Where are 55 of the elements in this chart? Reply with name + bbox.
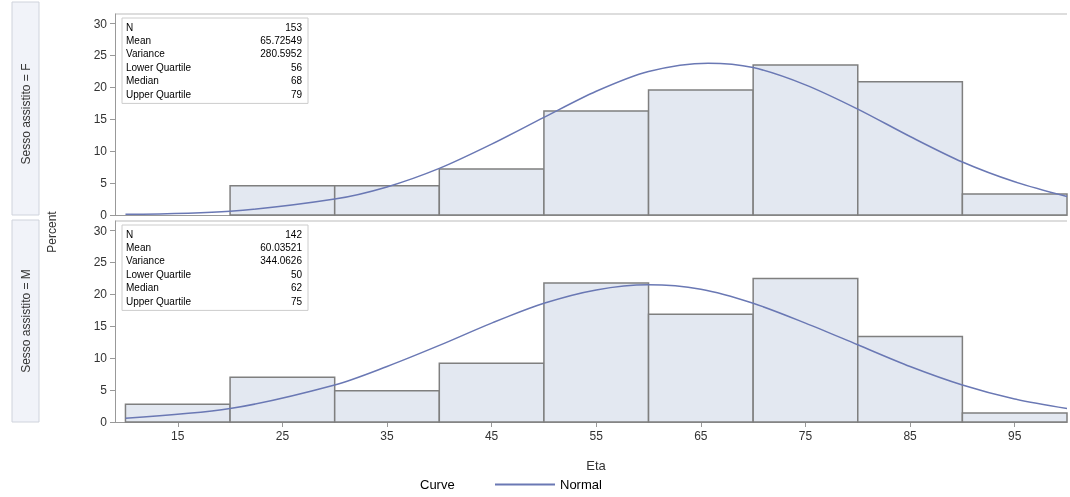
annotation: 56 — [290, 61, 303, 73]
annotation: Lower Quartile — [126, 61, 192, 73]
text: Sesso assistito = F — [19, 63, 33, 165]
y-tick-label: 0 — [100, 208, 108, 222]
annotation: Upper Quartile — [126, 295, 192, 307]
annotation: Mean — [126, 34, 152, 46]
y-tick-label: 20 — [93, 287, 108, 302]
y-tick-label: 5 — [100, 176, 108, 191]
y-tick-label: 30 — [93, 16, 108, 31]
annotation: 65.72549 — [260, 34, 303, 46]
x-tick-label: 85 — [903, 429, 918, 443]
annotation: Variance — [126, 48, 166, 60]
annotation: 142 — [285, 228, 303, 240]
annotation: Lower Quartile — [126, 268, 192, 280]
annotation: 68 — [290, 75, 303, 87]
x-tick-label: 95 — [1008, 429, 1022, 443]
annotation: 79 — [290, 88, 303, 100]
annotation: N — [126, 21, 134, 33]
annotation: 344.0626 — [260, 255, 303, 267]
annotation: 50 — [290, 268, 303, 280]
x-tick-label: 15 — [171, 429, 185, 443]
annotation: Variance — [126, 255, 166, 267]
annotation: Upper Quartile — [126, 88, 192, 100]
x-tick-label: 75 — [798, 429, 813, 443]
y-axis-title: Percent — [45, 210, 59, 253]
annotation: Median — [126, 282, 159, 294]
text: Sesso assistito = M — [19, 269, 33, 373]
y-tick-label: 0 — [100, 415, 108, 429]
legend-label: Normal — [560, 477, 603, 492]
y-tick-label: 15 — [93, 319, 108, 334]
x-tick-label: 65 — [694, 429, 708, 443]
line-series — [124, 62, 1068, 216]
y-tick-label: 15 — [93, 112, 108, 127]
y-tick-label: 25 — [93, 255, 108, 270]
y-tick-label: 5 — [100, 383, 108, 398]
annotation: 75 — [290, 295, 303, 307]
y-tick-label: 10 — [93, 351, 108, 366]
annotation: Median — [126, 75, 159, 87]
y-tick-label: 25 — [93, 48, 108, 63]
x-tick-label: 25 — [275, 429, 290, 443]
y-tick-label: 30 — [93, 223, 108, 238]
annotation: N — [126, 228, 134, 240]
x-tick-label: 55 — [589, 429, 604, 443]
annotation: 280.5952 — [260, 48, 303, 60]
y-tick-label: 20 — [93, 80, 108, 95]
annotation: 60.03521 — [260, 241, 303, 253]
y-tick-label: 10 — [93, 144, 108, 159]
annotation: 62 — [290, 282, 303, 294]
x-axis-title: Eta — [586, 457, 607, 473]
annotation: Mean — [126, 241, 152, 253]
x-tick-label: 35 — [380, 429, 394, 443]
legend-title: Curve — [420, 476, 455, 492]
line-series — [124, 284, 1068, 419]
x-tick-label: 45 — [484, 429, 499, 443]
annotation: 153 — [285, 21, 303, 33]
